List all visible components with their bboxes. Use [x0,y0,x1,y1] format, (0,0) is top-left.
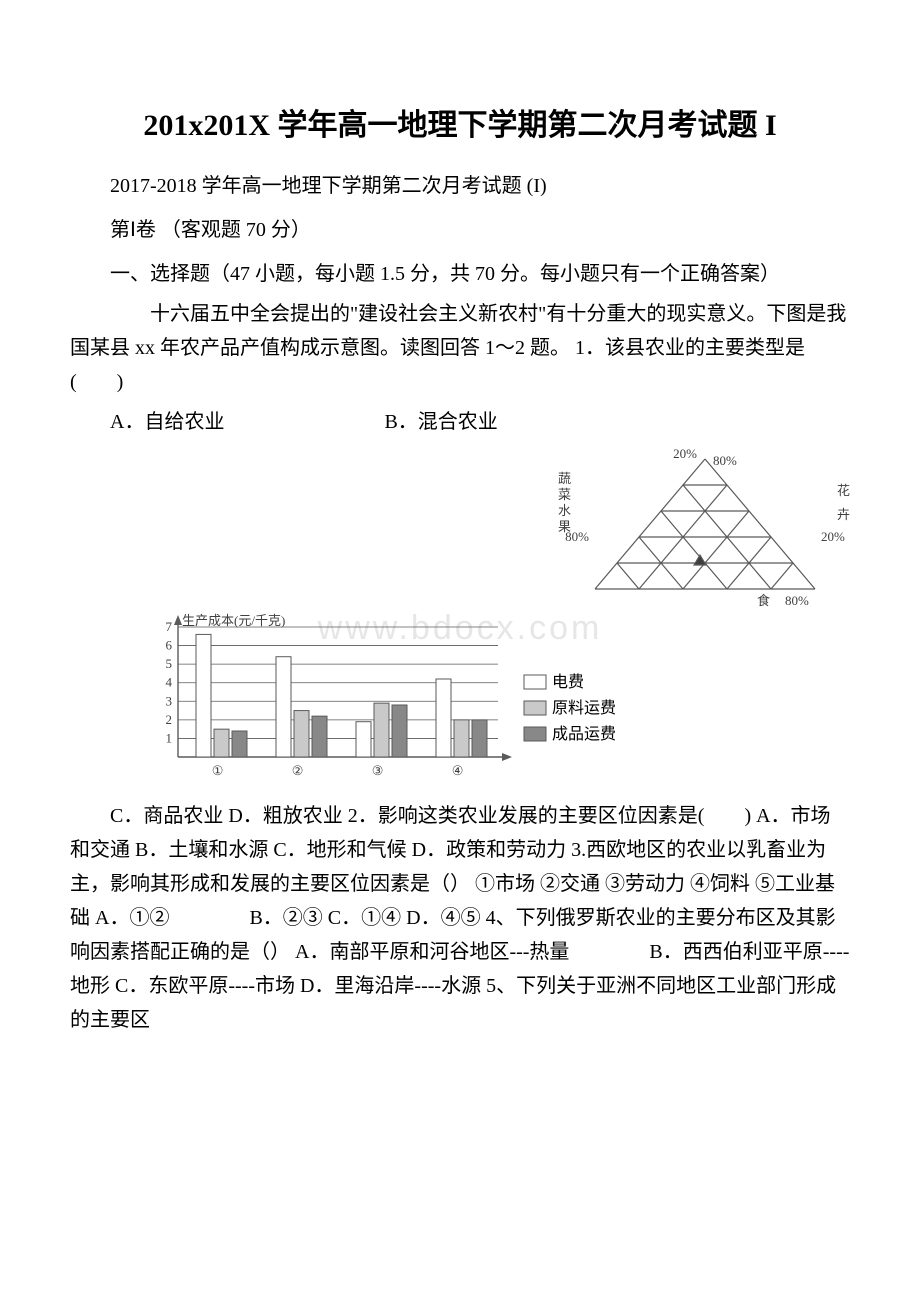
svg-text:3: 3 [166,693,173,708]
svg-text:原料运费: 原料运费 [552,699,616,717]
svg-text:生产成本(元/千克): 生产成本(元/千克) [182,613,285,628]
svg-text:1: 1 [166,730,173,745]
intro-paragraph: 十六届五中全会提出的"建设社会主义新农村"有十分重大的现实意义。下图是我国某县 … [70,297,850,399]
svg-text:80%: 80% [713,453,737,468]
instructions: 一、选择题（47 小题，每小题 1.5 分，共 70 分。每小题只有一个正确答案… [70,257,850,291]
svg-text:果: 果 [558,519,571,534]
svg-text:菜: 菜 [558,487,571,502]
svg-text:5: 5 [166,656,173,671]
svg-text:成品运费: 成品运费 [552,725,616,743]
svg-text:水: 水 [558,503,571,518]
page-title: 201x201X 学年高一地理下学期第二次月考试题 I [70,100,850,151]
svg-text:②: ② [292,763,304,778]
svg-text:6: 6 [166,638,173,653]
svg-text:20%: 20% [821,529,845,544]
svg-text:①: ① [212,763,224,778]
triangle-chart: 20%80%80%20%80%蔬菜水果花卉食 [550,447,850,617]
svg-text:20%: 20% [673,447,697,461]
svg-text:④: ④ [452,763,464,778]
body-text: C．商品农业 D．粗放农业 2．影响这类农业发展的主要区位因素是( ) A．市场… [70,799,850,1037]
subtitle: 2017-2018 学年高一地理下学期第二次月考试题 (I) [70,169,850,203]
svg-text:花: 花 [837,483,850,498]
svg-text:7: 7 [166,619,173,634]
svg-text:③: ③ [372,763,384,778]
svg-text:蔬: 蔬 [558,471,571,486]
bar-chart: 1 2 3 4 5 6 7 生产成本(元/千克) ① ② ③ ④ 电费原料运费成品运费 [118,602,658,787]
section-header: 第Ⅰ卷 （客观题 70 分） [70,213,850,247]
svg-text:电费: 电费 [552,673,584,691]
svg-text:4: 4 [166,675,173,690]
q1-options-ab: A．自给农业 B．混合农业 [70,405,850,439]
svg-text:2: 2 [166,712,173,727]
svg-text:卉: 卉 [837,507,850,522]
svg-text:80%: 80% [785,593,809,608]
svg-text:食: 食 [757,593,770,608]
figure-area: 20%80%80%20%80%蔬菜水果花卉食 1234567生产成本(元/千克)… [118,447,850,787]
